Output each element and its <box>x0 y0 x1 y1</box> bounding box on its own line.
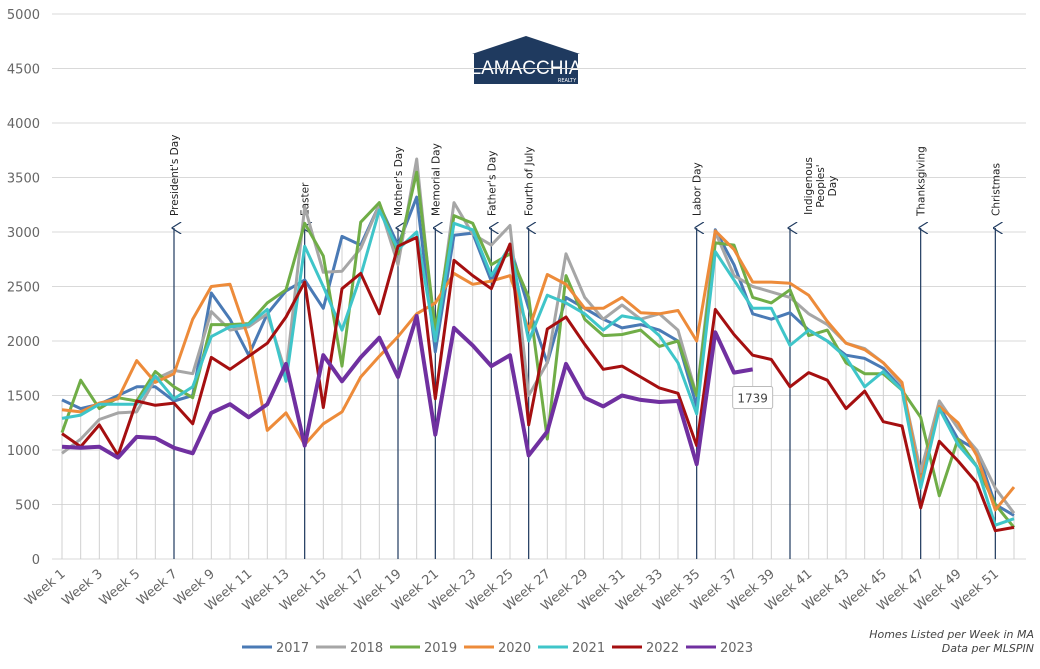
legend-label: 2020 <box>498 641 531 656</box>
annotation-label: Peoples' <box>815 164 827 207</box>
y-tick-label: 2500 <box>7 281 40 296</box>
y-tick-label: 2000 <box>7 335 40 350</box>
annotation-label: Memorial Day <box>430 143 442 216</box>
y-tick-label: 3500 <box>7 172 40 187</box>
legend-label: 2018 <box>350 641 383 656</box>
annotation-label: President's Day <box>169 135 181 216</box>
legend-label: 2021 <box>572 641 605 656</box>
annotation-label: Indigenous <box>803 157 815 215</box>
annotation-label: Fourth of July <box>524 146 536 216</box>
annotation-label: Thanksgiving <box>916 146 928 217</box>
x-tick-label: Week 5 <box>97 567 143 609</box>
data-label-box <box>732 385 774 409</box>
y-tick-label: 4000 <box>7 117 40 132</box>
data-label: 1739 <box>737 391 768 405</box>
logo-roof <box>472 36 580 54</box>
y-tick-label: 3000 <box>7 226 40 241</box>
footnote: Homes Listed per Week in MA <box>869 628 1034 641</box>
y-tick-label: 0 <box>32 553 40 568</box>
legend-label: 2022 <box>646 641 679 656</box>
series-line <box>61 195 1015 517</box>
x-tick-label: Week 3 <box>59 567 105 609</box>
annotation-label: Father's Day <box>486 150 498 216</box>
series-line <box>61 313 754 467</box>
annotation-label: Day <box>827 176 839 197</box>
x-tick-label: Week 1 <box>22 567 68 609</box>
y-tick-label: 500 <box>15 499 40 514</box>
annotation-label: Labor Day <box>692 162 704 216</box>
series-line <box>61 208 1015 527</box>
series-line <box>61 229 1016 512</box>
series-line <box>61 235 1015 533</box>
footnote: Data per MLSPIN <box>942 642 1034 655</box>
y-tick-label: 1500 <box>7 390 40 405</box>
logo: LAMACCHIA REALTY <box>471 36 582 84</box>
y-tick-label: 5000 <box>7 8 40 23</box>
x-tick-label: Week 7 <box>134 567 180 609</box>
legend-label: 2019 <box>424 641 457 656</box>
annotation-label: Christmas <box>990 163 1002 216</box>
series-line <box>60 170 1016 529</box>
y-tick-label: 1000 <box>7 444 40 459</box>
annotation-label: Easter <box>300 182 312 216</box>
logo-tagline: REALTY <box>558 78 577 84</box>
legend-label: 2017 <box>276 641 309 656</box>
legend-label: 2023 <box>720 641 753 656</box>
y-tick-label: 4500 <box>7 63 40 78</box>
annotation-label: Mother's Day <box>393 147 405 216</box>
